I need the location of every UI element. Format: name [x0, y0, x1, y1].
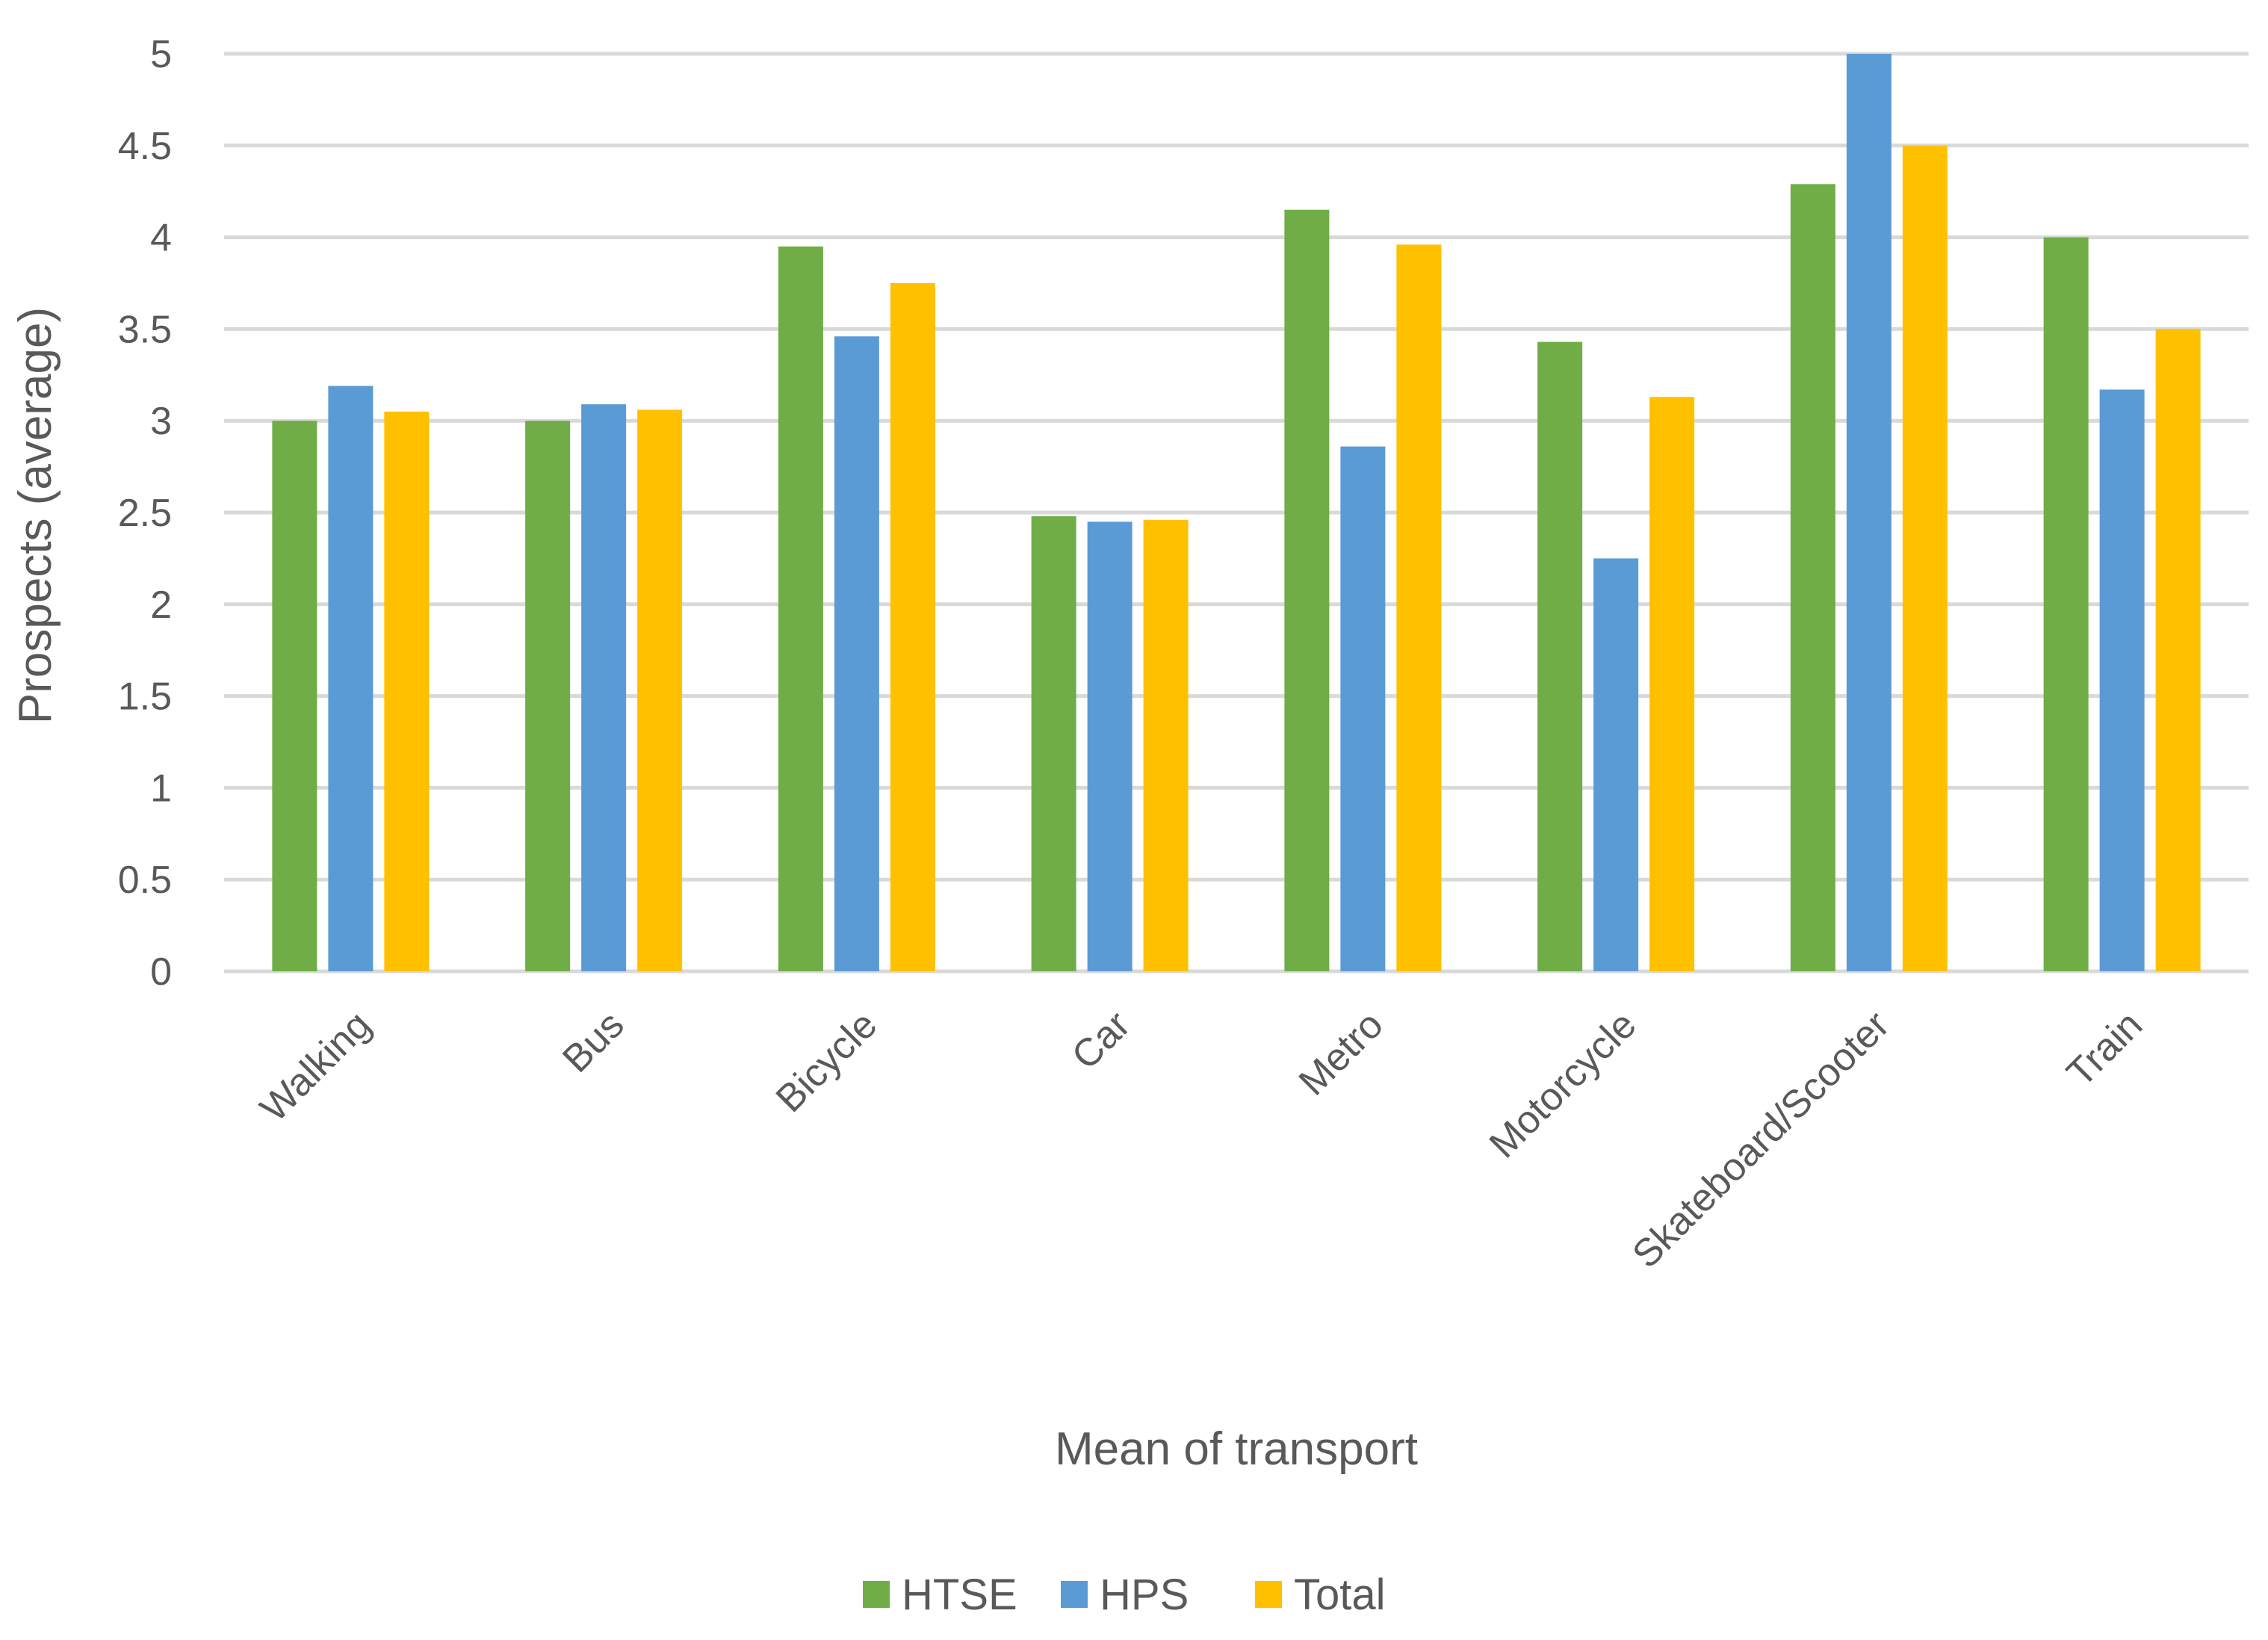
bar-hps-train — [2099, 389, 2145, 971]
y-tick-label: 2.5 — [118, 492, 172, 535]
bar-hps-metro — [1340, 446, 1386, 971]
x-category-label: Car — [1064, 1003, 1138, 1077]
bar-total-walking — [384, 411, 430, 971]
x-axis-categories: Walking Bus Bicycle Car Metro MotorcycleSkate… — [252, 1003, 2151, 1276]
bar-hps-walking — [328, 386, 374, 971]
bar-htse-motorcycle — [1537, 341, 1583, 971]
y-tick-label: 0.5 — [118, 858, 172, 902]
x-category-label: Walking — [252, 1003, 379, 1130]
x-axis-title: Mean of transport — [1055, 1423, 1418, 1475]
x-category-label: Metro — [1291, 1003, 1392, 1104]
y-axis-title: Prospects (average) — [10, 307, 61, 724]
legend-label-hps: HPS — [1100, 1571, 1189, 1619]
bar-total-bicycle — [890, 283, 935, 971]
y-tick-label: 3 — [150, 400, 172, 443]
bar-total-car — [1143, 519, 1189, 971]
bars — [272, 54, 2201, 972]
y-tick-label: 2 — [150, 584, 172, 627]
y-tick-label: 1.5 — [118, 675, 172, 719]
legend: HTSE HPS Total — [863, 1571, 1386, 1619]
x-category-label: Bicycle — [768, 1003, 885, 1120]
y-tick-label: 1 — [150, 767, 172, 810]
bar-htse-skateboard-scooter — [1790, 184, 1835, 972]
bar-hps-motorcycle — [1593, 558, 1639, 971]
bar-total-metro — [1396, 244, 1442, 971]
bar-total-train — [2155, 329, 2201, 971]
bar-htse-bicycle — [778, 246, 823, 971]
bar-htse-train — [2043, 237, 2089, 972]
bar-hps-skateboard-scooter — [1846, 54, 1891, 971]
y-tick-label: 3.5 — [118, 308, 172, 351]
legend-swatch-total — [1255, 1581, 1282, 1608]
x-category-label: Skateboard/Scooter — [1624, 1003, 1897, 1276]
legend-label-total: Total — [1294, 1571, 1386, 1619]
y-tick-label: 0 — [150, 950, 172, 994]
bar-htse-bus — [525, 421, 571, 971]
x-category-label: Motorcycle — [1481, 1003, 1645, 1166]
bar-total-bus — [637, 409, 683, 971]
bar-htse-metro — [1284, 209, 1330, 971]
legend-swatch-hps — [1061, 1581, 1088, 1608]
bar-total-skateboard-scooter — [1902, 145, 1948, 971]
bar-hps-bus — [581, 404, 627, 971]
bar-htse-car — [1031, 516, 1076, 971]
y-tick-label: 5 — [150, 33, 172, 76]
bar-total-motorcycle — [1649, 397, 1695, 971]
legend-label-htse: HTSE — [902, 1571, 1017, 1619]
y-tick-label: 4 — [150, 217, 172, 260]
legend-swatch-htse — [863, 1581, 890, 1608]
bar-hps-car — [1087, 522, 1133, 971]
bar-htse-walking — [272, 421, 317, 971]
y-tick-label: 4.5 — [118, 125, 172, 168]
x-category-label: Bus — [554, 1003, 632, 1080]
bar-hps-bicycle — [834, 336, 879, 971]
y-axis-ticks: 0 0.5 1 1.5 2 2.5 3 3.5 4 4.5 5 — [118, 33, 172, 994]
x-category-label: Train — [2059, 1003, 2151, 1095]
